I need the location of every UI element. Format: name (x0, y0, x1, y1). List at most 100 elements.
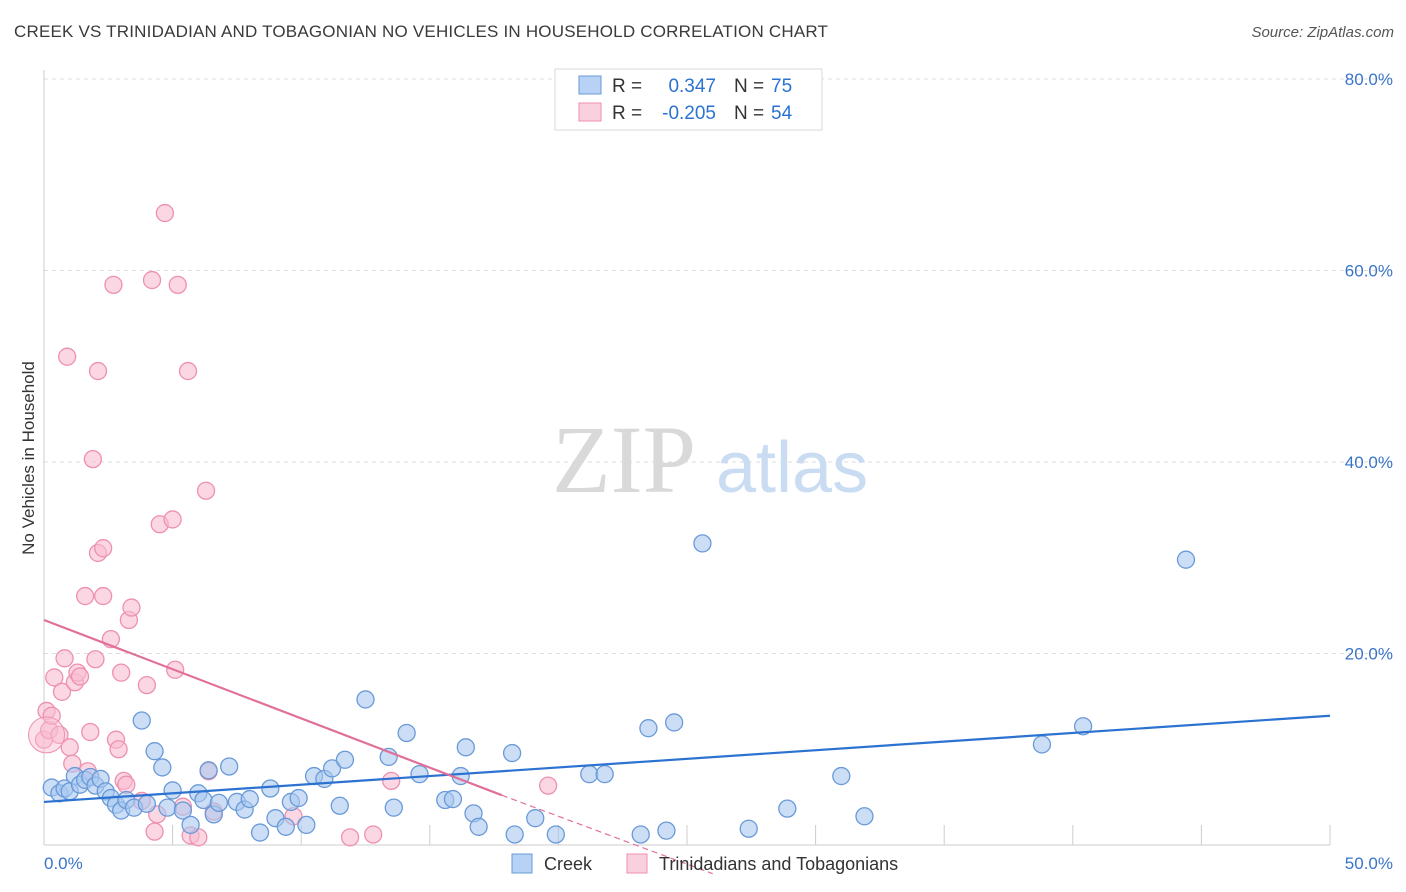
x-tick-label-max: 50.0% (1345, 854, 1393, 873)
y-tick-label: 20.0% (1345, 645, 1393, 664)
tt-point (122, 598, 141, 617)
tt-point (168, 275, 187, 295)
creek-point (297, 815, 316, 835)
tt-point (163, 510, 182, 529)
creek-point (739, 819, 758, 838)
tt-point (86, 650, 105, 669)
legend-creek-swatch (511, 853, 533, 874)
creek-trend-line (43, 714, 1331, 804)
creek-point (505, 825, 524, 844)
creek-point (595, 764, 614, 784)
tt-point (109, 740, 128, 759)
tt-swatch (578, 102, 602, 122)
creek-point (250, 823, 270, 842)
tt-point (178, 361, 198, 381)
watermark-atlas: atlas (716, 428, 868, 508)
creek-point (443, 789, 463, 809)
creek-point (240, 789, 259, 809)
stats-legend: R = 0.347 N = 75 R = -0.205 N = 54 (554, 68, 823, 131)
y-tick-label: 80.0% (1345, 70, 1393, 89)
x-axis-ticks (43, 825, 1331, 845)
tt-trend-line (43, 618, 503, 797)
legend-tt-label: Trinidadians and Tobagonians (659, 854, 898, 874)
creek-point (1073, 717, 1093, 736)
tt-point (155, 203, 175, 223)
tt-point (45, 668, 64, 687)
tt-point (145, 822, 164, 841)
tt-point (196, 481, 216, 500)
tt-point (117, 775, 136, 794)
creek-point (356, 690, 375, 709)
tt-point (88, 361, 108, 381)
tt-point (94, 539, 113, 558)
tt-point (57, 347, 77, 366)
creek-point (502, 743, 522, 763)
tt-point (112, 663, 131, 682)
creek-point (384, 798, 403, 817)
creek-point (526, 809, 545, 828)
tt-point (382, 771, 401, 790)
creek-r-label: R = (612, 76, 642, 97)
watermark-zip: ZIP (552, 406, 696, 513)
y-tick-labels: 20.0% 40.0% 60.0% 80.0% (1345, 70, 1393, 664)
creek-point (397, 723, 416, 743)
creek-point (335, 750, 355, 769)
creek-point (194, 790, 213, 810)
y-tick-label: 60.0% (1345, 262, 1393, 281)
tt-n-label: N = (734, 103, 764, 124)
tt-point (104, 275, 123, 295)
creek-point (137, 794, 157, 813)
creek-point (778, 799, 797, 818)
creek-point (209, 793, 229, 813)
tt-point (94, 586, 113, 606)
creek-point (163, 781, 182, 800)
creek-point (664, 713, 684, 732)
y-tick-label: 40.0% (1345, 453, 1393, 472)
creek-point (145, 742, 164, 761)
creek-point (855, 807, 874, 826)
tt-n-value: 54 (771, 103, 793, 124)
creek-point (173, 801, 193, 820)
creek-point (639, 719, 658, 738)
tt-point-cluster (28, 716, 66, 754)
tt-point (538, 776, 558, 795)
gridlines (44, 78, 1392, 654)
chart-title: CREEK VS TRINIDADIAN AND TOBAGONIAN NO V… (14, 22, 829, 41)
legend-tt-swatch (626, 853, 648, 874)
creek-point (1176, 550, 1196, 569)
tt-point (83, 449, 103, 469)
tt-point (52, 682, 72, 701)
creek-point (456, 738, 475, 757)
creek-point (276, 817, 295, 836)
creek-point (322, 759, 342, 778)
creek-point (158, 798, 177, 817)
creek-point (153, 758, 172, 777)
creek-point (220, 757, 239, 776)
creek-point (693, 534, 712, 553)
tt-point (55, 649, 74, 668)
bottom-legend: Creek Trinidadians and Tobagonians (511, 853, 898, 874)
creek-point (657, 821, 676, 840)
creek-point (1032, 735, 1052, 754)
tt-point (340, 828, 360, 847)
creek-point (181, 815, 200, 835)
x-tick-label-min: 0.0% (44, 854, 83, 873)
creek-point (410, 764, 429, 784)
creek-point (199, 761, 218, 780)
creek-point (631, 825, 650, 844)
creek-r-value: 0.347 (668, 76, 716, 97)
tt-r-value: -0.205 (662, 103, 716, 124)
creek-point (132, 711, 151, 730)
creek-point (330, 796, 349, 815)
series-tt-points (28, 203, 558, 847)
tt-trend-extension (501, 794, 713, 875)
tt-point (81, 722, 100, 742)
tt-point (142, 270, 162, 290)
creek-point (580, 764, 599, 784)
legend-creek-label: Creek (544, 854, 593, 874)
source-label: Source: ZipAtlas.com (1251, 24, 1394, 41)
creek-point (261, 779, 280, 798)
tt-point (76, 586, 95, 606)
tt-point (364, 825, 383, 844)
